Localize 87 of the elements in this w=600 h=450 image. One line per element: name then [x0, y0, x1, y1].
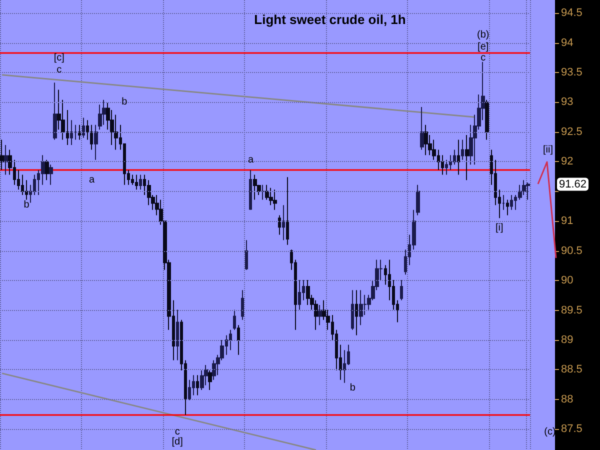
candlestick — [286, 176, 289, 246]
candlestick — [420, 106, 424, 150]
candlestick — [135, 174, 138, 190]
candlestick — [400, 279, 403, 301]
candlestick — [278, 214, 281, 236]
candlestick — [506, 199, 509, 216]
candlestick — [445, 159, 448, 176]
candlestick — [461, 139, 464, 160]
y-tick-label: 93 — [561, 96, 574, 108]
candlestick — [94, 124, 98, 160]
candlestick — [131, 174, 134, 186]
candlestick — [502, 194, 505, 210]
y-tick-label: 92 — [561, 156, 574, 168]
candlestick — [82, 117, 85, 138]
annotation: c — [56, 64, 62, 76]
candlestick — [273, 189, 277, 210]
candlestick — [269, 187, 273, 206]
candlestick — [229, 329, 232, 351]
candlestick — [192, 374, 195, 396]
annotation: b — [24, 200, 30, 210]
candlestick — [355, 290, 358, 336]
annotation: (b) — [477, 30, 490, 40]
candlestick — [176, 309, 179, 361]
candlestick — [510, 194, 513, 210]
candlestick — [4, 144, 8, 176]
annotation: [d] — [172, 436, 184, 448]
candlestick — [90, 124, 93, 150]
text: [ii] — [543, 144, 554, 156]
candlestick — [102, 99, 106, 126]
annotation: c — [480, 52, 486, 64]
candlestick — [306, 279, 310, 306]
candlestick — [261, 184, 265, 200]
candlestick — [253, 174, 257, 200]
y-tick-label: 89 — [561, 334, 574, 346]
annotation: b — [122, 96, 128, 108]
text: Light sweet crude oil, 1h — [254, 12, 406, 27]
candlestick — [318, 304, 322, 326]
text: 91.62 — [559, 178, 587, 190]
candlestick — [78, 124, 81, 140]
y-tick-label: 90 — [561, 274, 574, 287]
candlestick — [114, 114, 118, 150]
candlestick — [282, 204, 285, 241]
annotation: c — [174, 426, 180, 438]
candlestick — [233, 309, 236, 330]
y-tick-label: 90.5 — [561, 244, 582, 257]
candlestick — [49, 164, 53, 186]
candlestick — [139, 174, 142, 190]
candlestick — [359, 290, 363, 326]
candlestick — [53, 82, 57, 140]
candlestick — [351, 290, 354, 330]
annotation: [e] — [478, 42, 489, 52]
candlestick — [424, 124, 428, 156]
candlestick — [21, 174, 24, 196]
y-tick-label: 91 — [561, 215, 574, 228]
candlestick — [249, 170, 252, 210]
candlestick — [208, 370, 212, 390]
candlestick — [526, 182, 530, 200]
candlestick — [204, 364, 208, 386]
candlestick — [237, 324, 240, 356]
annotation: b — [350, 382, 356, 394]
annotation: [c] — [54, 52, 65, 64]
candlestick — [70, 120, 73, 146]
y-tick-label: 88.5 — [561, 364, 582, 376]
candlestick — [188, 379, 191, 401]
text: (c) — [544, 426, 556, 438]
annotation: [i] — [496, 222, 504, 234]
y-tick-label: 92.5 — [561, 126, 582, 138]
candlestick — [522, 180, 526, 196]
candlestick — [245, 240, 248, 270]
candlestick — [416, 184, 420, 216]
annotation: a — [88, 174, 95, 186]
candlestick — [0, 139, 4, 171]
y-tick-label: 88 — [561, 393, 574, 406]
y-tick-label: 93.5 — [561, 66, 582, 79]
y-tick-label: 94 — [561, 36, 574, 49]
y-tick-label: 89.5 — [561, 304, 582, 316]
candlestick — [485, 99, 489, 140]
candlestick — [45, 159, 49, 181]
y-tick-label: 94.5 — [561, 7, 582, 20]
annotation: a — [248, 154, 254, 166]
y-tick-label: 87.5 — [561, 423, 582, 436]
candlestick — [465, 134, 469, 181]
candlestick — [196, 374, 199, 396]
candlestick — [98, 104, 102, 130]
candlestick — [241, 290, 244, 320]
candlestick — [298, 279, 301, 310]
candlestick — [457, 139, 460, 176]
